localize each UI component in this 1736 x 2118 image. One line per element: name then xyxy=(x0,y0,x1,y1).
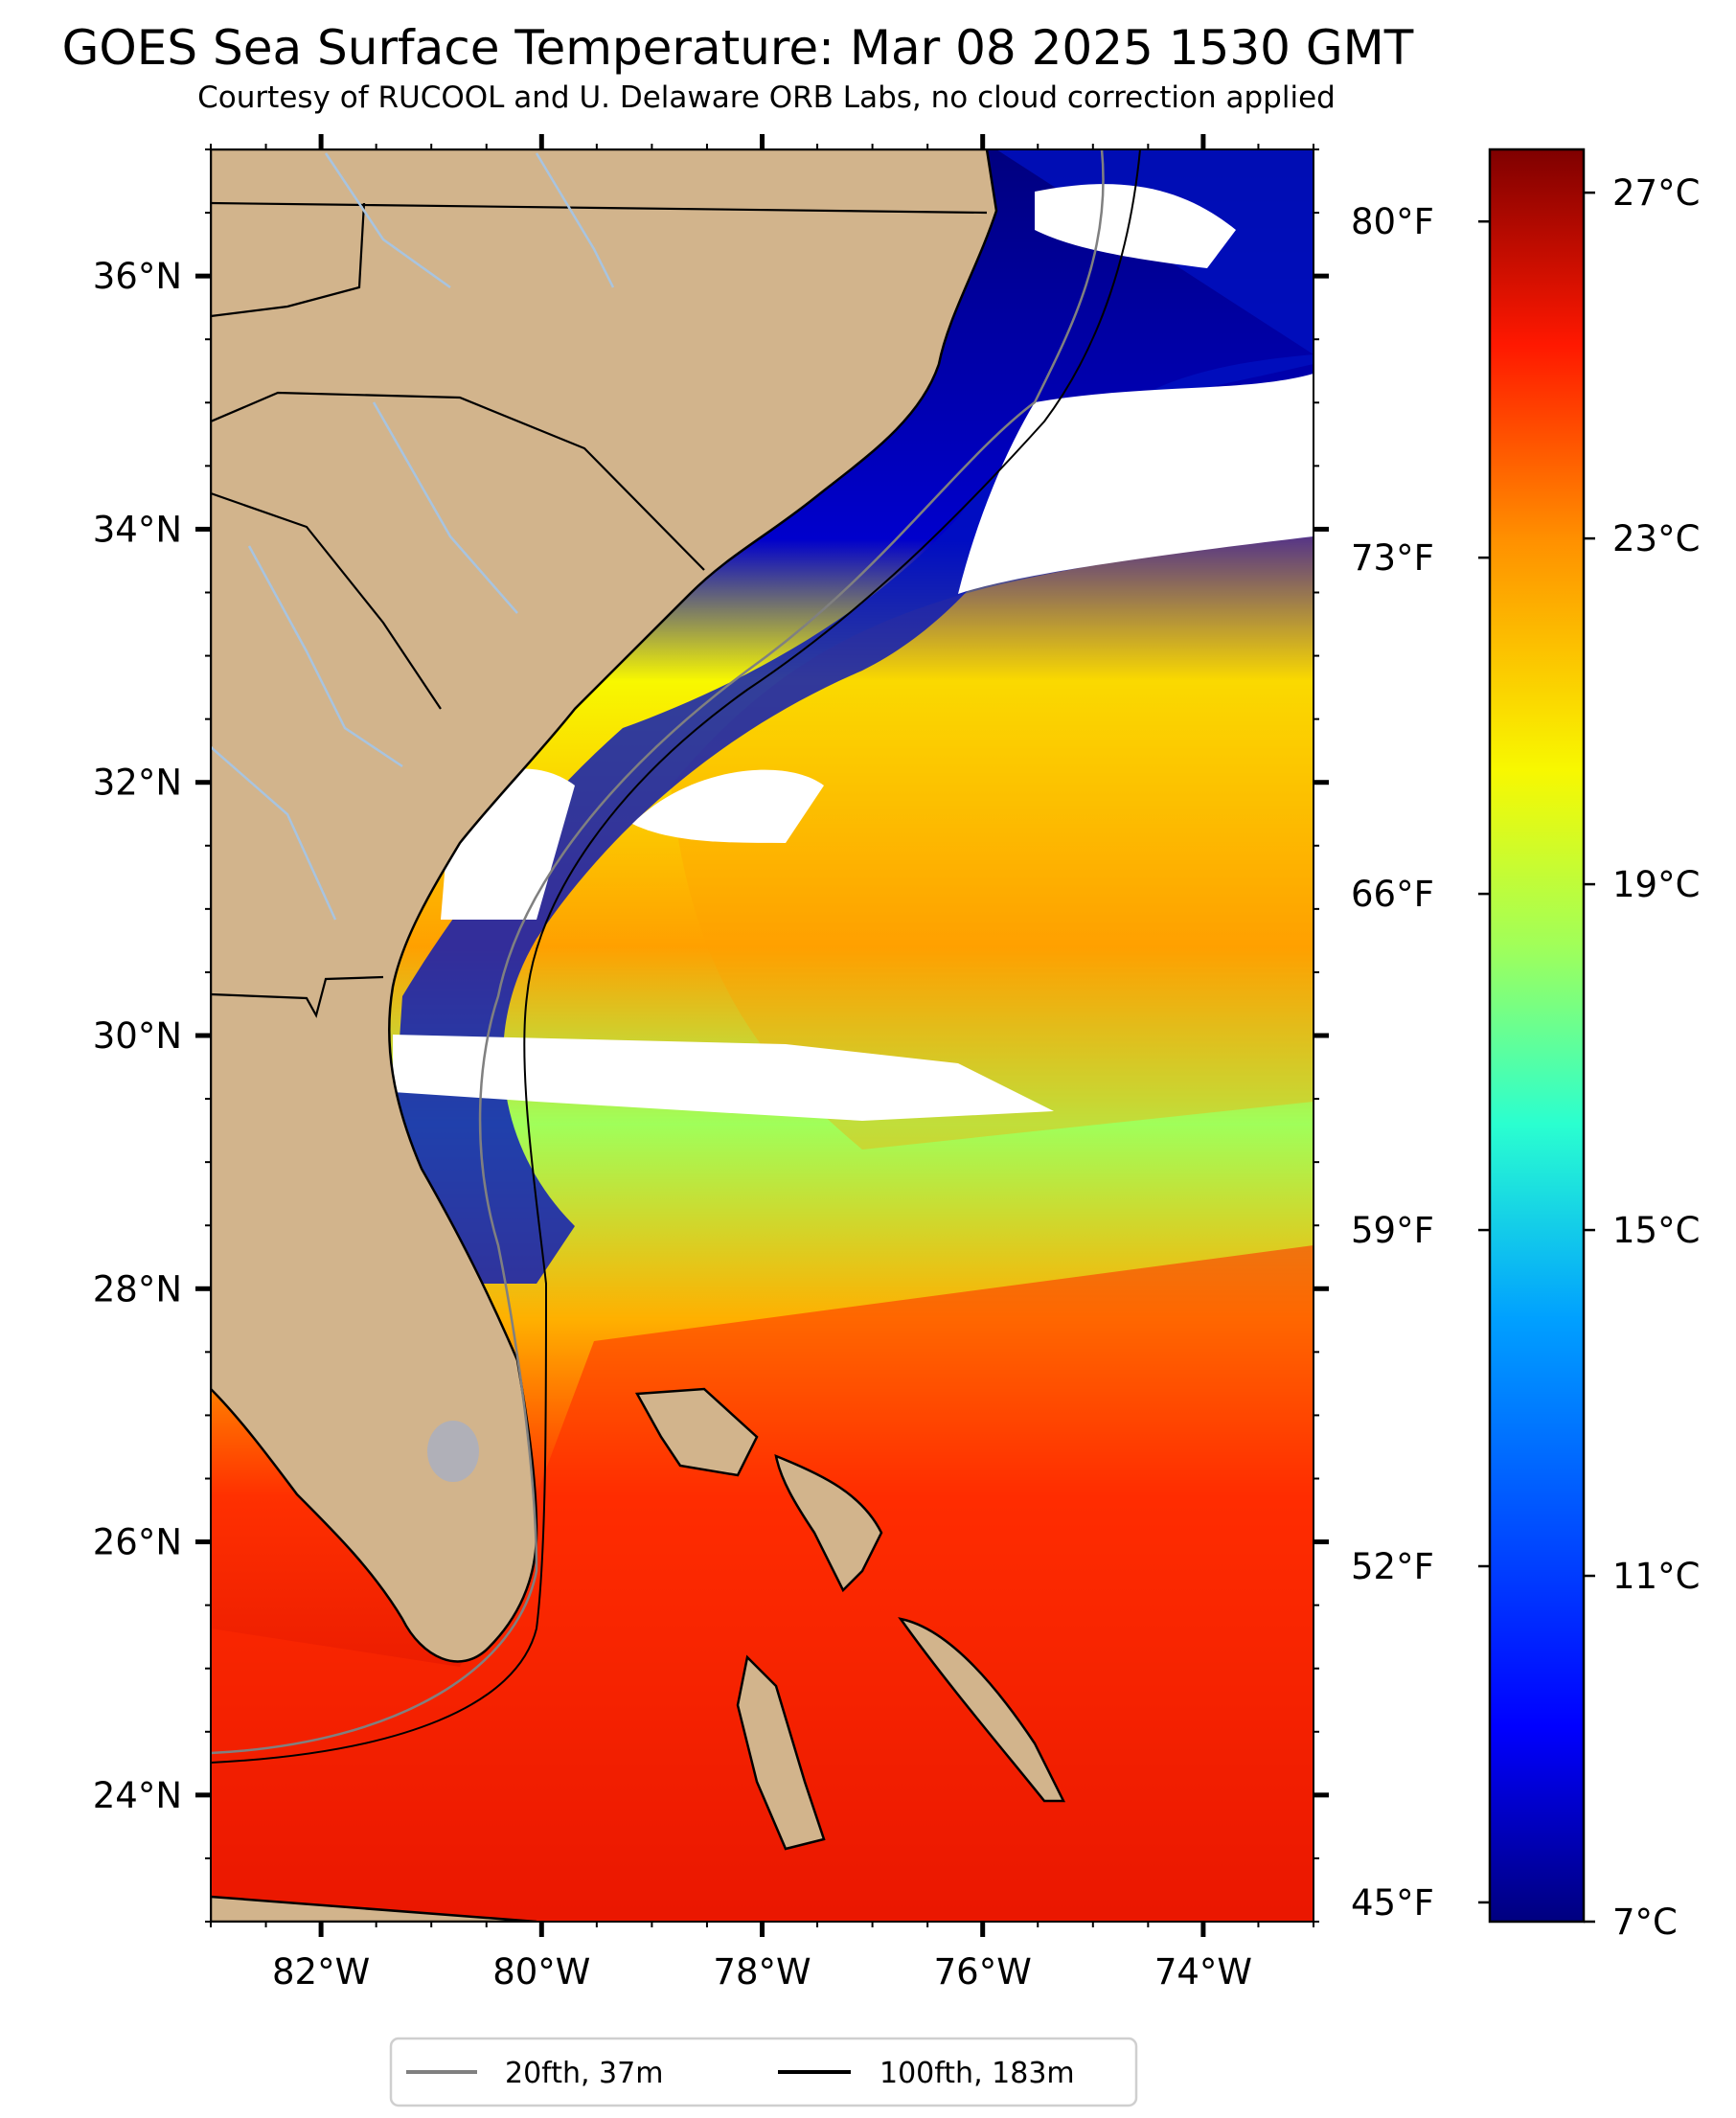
island-cuba xyxy=(211,1895,537,1922)
celsius-tick-label: 23°C xyxy=(1612,518,1700,559)
lat-tick-label: 26°N xyxy=(93,1522,182,1563)
lat-tick-label: 24°N xyxy=(93,1775,182,1816)
lat-tick-label: 34°N xyxy=(93,509,182,550)
lat-tick-label: 32°N xyxy=(93,763,182,804)
island-andros xyxy=(736,1654,826,1851)
celsius-tick-label: 7°C xyxy=(1612,1902,1678,1943)
cloud-area xyxy=(958,374,1313,594)
isobath-100fth xyxy=(211,149,1141,1764)
fahrenheit-tick-label: 52°F xyxy=(1351,1546,1434,1587)
state-borders xyxy=(211,201,988,1018)
map-frame: 82°W 80°W 78°W 76°W 74°W 36°N 34°N 32°N 30°N 28°N… xyxy=(93,134,1329,1993)
lon-tick-label: 74°W xyxy=(1154,1951,1252,1993)
cloud-area xyxy=(1035,184,1236,268)
legend xyxy=(389,2037,1138,2107)
cloud-area xyxy=(393,1035,1054,1121)
lon-tick-label: 76°W xyxy=(934,1951,1032,1993)
isobath-20fth xyxy=(211,149,1105,1755)
rivers xyxy=(211,152,615,921)
lake-okeechobee xyxy=(427,1421,479,1482)
colorbar-ticks: 27°C 23°C 19°C 15°C 11°C 7°C 80°F 73°F 66°F 59°F 5… xyxy=(1351,172,1700,1943)
island-eleuthera xyxy=(898,1617,1066,1803)
colorbar xyxy=(1488,148,1586,1924)
land-mainland xyxy=(211,149,998,1663)
fahrenheit-tick-label: 59°F xyxy=(1351,1210,1434,1251)
map-subtitle: Courtesy of RUCOOL and U. Delaware ORB L… xyxy=(197,80,1336,115)
lat-tick-label: 30°N xyxy=(93,1015,182,1057)
lat-tick-label: 28°N xyxy=(93,1268,182,1310)
lat-tick-label: 36°N xyxy=(93,256,182,297)
celsius-tick-label: 11°C xyxy=(1612,1556,1700,1597)
cloud-area xyxy=(632,769,824,843)
map-title: GOES Sea Surface Temperature: Mar 08 202… xyxy=(61,20,1414,76)
sst-map xyxy=(211,149,1313,1922)
celsius-tick-label: 27°C xyxy=(1612,172,1700,214)
celsius-tick-label: 15°C xyxy=(1612,1210,1700,1251)
fahrenheit-tick-label: 73°F xyxy=(1351,537,1434,579)
island-abaco xyxy=(774,1453,883,1593)
island-grand-bahama xyxy=(634,1387,759,1477)
lon-tick-label: 78°W xyxy=(713,1951,811,1993)
mid-shelf-region xyxy=(671,536,1313,1150)
fahrenheit-tick-label: 66°F xyxy=(1351,874,1434,915)
fahrenheit-tick-label: 80°F xyxy=(1351,201,1434,242)
legend-label-100fth: 100fth, 183m xyxy=(879,2057,1075,2090)
legend-label-20fth: 20fth, 37m xyxy=(505,2057,663,2090)
lon-tick-label: 82°W xyxy=(272,1951,370,1993)
fahrenheit-tick-label: 45°F xyxy=(1351,1882,1434,1924)
lon-tick-label: 80°W xyxy=(492,1951,590,1993)
celsius-tick-label: 19°C xyxy=(1612,864,1700,905)
